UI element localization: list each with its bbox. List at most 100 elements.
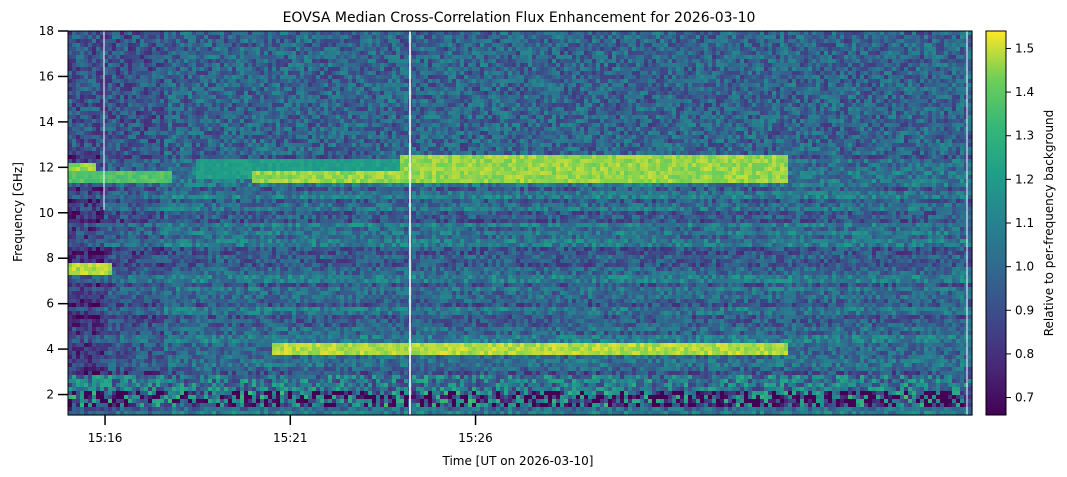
heatmap-cell — [668, 107, 673, 112]
heatmap-cell — [604, 115, 609, 120]
heatmap-cell — [792, 51, 797, 56]
heatmap-cell — [520, 31, 525, 36]
heatmap-cell — [708, 71, 713, 76]
heatmap-cell — [272, 67, 277, 72]
heatmap-cell — [584, 51, 589, 56]
heatmap-cell — [764, 31, 769, 36]
heatmap-cell — [860, 111, 865, 116]
heatmap-cell — [640, 99, 645, 104]
heatmap-cell — [544, 95, 549, 100]
heatmap-cell — [340, 59, 345, 64]
heatmap-cell — [868, 51, 873, 56]
heatmap-cell — [376, 43, 381, 48]
heatmap-cell — [704, 43, 709, 48]
heatmap-cell — [96, 47, 101, 52]
heatmap-cell — [348, 115, 353, 120]
heatmap-cell — [488, 35, 493, 40]
heatmap-cell — [284, 103, 289, 108]
heatmap-cell — [280, 31, 285, 36]
heatmap-cell — [140, 103, 145, 108]
heatmap-cell — [664, 83, 669, 88]
heatmap-cell — [708, 83, 713, 88]
heatmap-cell — [368, 63, 373, 68]
heatmap-cell — [300, 103, 305, 108]
heatmap-cell — [84, 91, 89, 96]
heatmap-cell — [524, 87, 529, 92]
heatmap-cell — [916, 107, 921, 112]
heatmap-cell — [952, 107, 957, 112]
heatmap-cell — [276, 99, 281, 104]
heatmap-cell — [468, 103, 473, 108]
heatmap-cell — [476, 75, 481, 80]
heatmap-cell — [388, 111, 393, 116]
heatmap-cell — [280, 95, 285, 100]
heatmap-cell — [420, 67, 425, 72]
heatmap-cell — [368, 39, 373, 44]
heatmap-cell — [576, 103, 581, 108]
heatmap-cell — [536, 43, 541, 48]
heatmap-cell — [520, 99, 525, 104]
heatmap-cell — [80, 103, 85, 108]
heatmap-cell — [968, 67, 973, 72]
heatmap-cell — [180, 111, 185, 116]
heatmap-cell — [768, 103, 773, 108]
heatmap-cell — [688, 103, 693, 108]
heatmap-cell — [176, 59, 181, 64]
heatmap-cell — [444, 99, 449, 104]
heatmap-cell — [440, 59, 445, 64]
heatmap-cell — [392, 39, 397, 44]
heatmap-cell — [200, 51, 205, 56]
heatmap-cell — [724, 35, 729, 40]
heatmap-cell — [512, 43, 517, 48]
heatmap-cell — [580, 103, 585, 108]
heatmap-cell — [388, 115, 393, 120]
heatmap-cell — [284, 115, 289, 120]
heatmap-cell — [476, 71, 481, 76]
heatmap-cell — [884, 107, 889, 112]
heatmap-cell — [828, 91, 833, 96]
heatmap-cell — [380, 111, 385, 116]
heatmap-cell — [484, 35, 489, 40]
heatmap-cell — [944, 43, 949, 48]
heatmap-cell — [720, 111, 725, 116]
heatmap-cell — [812, 35, 817, 40]
heatmap-cell — [820, 99, 825, 104]
heatmap-cell — [184, 111, 189, 116]
heatmap-cell — [276, 75, 281, 80]
heatmap-cell — [420, 59, 425, 64]
heatmap-cell — [588, 43, 593, 48]
heatmap-cell — [760, 39, 765, 44]
heatmap-cell — [604, 59, 609, 64]
heatmap-cell — [404, 75, 409, 80]
heatmap-cell — [864, 55, 869, 60]
heatmap-cell — [448, 111, 453, 116]
heatmap-cell — [864, 31, 869, 36]
heatmap-cell — [140, 111, 145, 116]
heatmap-cell — [356, 55, 361, 60]
heatmap-cell — [400, 111, 405, 116]
heatmap-cell — [100, 91, 105, 96]
heatmap-cell — [300, 91, 305, 96]
heatmap-cell — [880, 43, 885, 48]
heatmap-cell — [588, 107, 593, 112]
heatmap-cell — [968, 83, 973, 88]
heatmap-cell — [868, 103, 873, 108]
heatmap-cell — [736, 59, 741, 64]
heatmap-cell — [576, 39, 581, 44]
heatmap-cell — [952, 83, 957, 88]
heatmap-cell — [304, 43, 309, 48]
heatmap-cell — [640, 75, 645, 80]
heatmap-cell — [928, 115, 933, 120]
heatmap-cell — [696, 91, 701, 96]
heatmap-cell — [316, 115, 321, 120]
heatmap-cell — [720, 83, 725, 88]
heatmap-cell — [900, 103, 905, 108]
heatmap-cell — [152, 75, 157, 80]
heatmap-cell — [896, 83, 901, 88]
heatmap-cell — [424, 111, 429, 116]
heatmap-cell — [592, 55, 597, 60]
heatmap-cell — [600, 71, 605, 76]
heatmap-cell — [292, 71, 297, 76]
heatmap-cell — [944, 87, 949, 92]
heatmap-cell — [536, 51, 541, 56]
